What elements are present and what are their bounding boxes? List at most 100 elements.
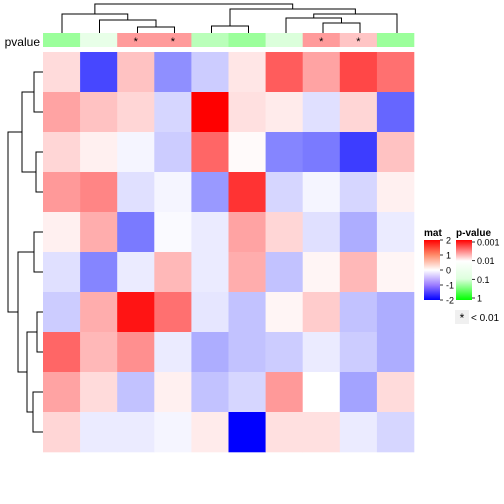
heatmap-cell [302, 92, 341, 133]
heatmap-cell [228, 132, 266, 173]
heatmap-cell [43, 172, 81, 213]
heatmap-cell [117, 412, 155, 453]
heatmap-cell [43, 332, 81, 373]
annotation-cell [228, 33, 266, 47]
annotation-cell [117, 33, 155, 47]
heatmap-cell [154, 212, 192, 253]
heatmap-cell [376, 132, 415, 173]
heatmap-cell [80, 332, 118, 373]
heatmap-cell [265, 252, 303, 293]
heatmap-cell [117, 52, 155, 93]
heatmap-cell [339, 292, 378, 333]
heatmap-body [43, 52, 415, 453]
row-dendrogram-link [7, 131, 22, 313]
heatmap-cell [376, 372, 415, 413]
heatmap-cell [376, 52, 415, 93]
legend-mat-colorbar [424, 240, 440, 300]
heatmap-cell [117, 372, 155, 413]
annotation-cell [302, 33, 341, 47]
heatmap-cell [302, 52, 341, 93]
heatmap-cell [191, 252, 229, 293]
legend-mat-title: mat [424, 228, 442, 239]
heatmap-cell [43, 292, 81, 333]
legend-mat-tick-label: 0 [446, 266, 451, 276]
heatmap-cell [80, 172, 118, 213]
heatmap-cell [80, 212, 118, 253]
heatmap-cell [43, 52, 81, 93]
heatmap-cell [339, 332, 378, 373]
heatmap-cell [191, 332, 229, 373]
row-dendrogram-link [33, 71, 43, 113]
heatmap-cell [43, 132, 81, 173]
row-dendrogram-link [33, 231, 43, 273]
legend-pvalue: p-value 0.001 0.01 0.1 1 [456, 228, 500, 304]
heatmap-cell [339, 132, 378, 173]
row-dendrogram-link [36, 311, 43, 353]
heatmap-cell [191, 412, 229, 453]
legend-mat-ticks: 2 1 0 -1 -2 [440, 236, 454, 306]
heatmap-cell [376, 412, 415, 453]
heatmap-cell [191, 372, 229, 413]
heatmap-cell [376, 212, 415, 253]
heatmap-cell [117, 292, 155, 333]
annotation-cell [43, 33, 81, 47]
significance-symbol: * [460, 311, 465, 325]
heatmap-cell [154, 252, 192, 293]
heatmap-cell [80, 372, 118, 413]
row-dendrogram-link [32, 391, 43, 433]
heatmap-cell [339, 412, 378, 453]
heatmap-cell [376, 332, 415, 373]
heatmap-cell [265, 212, 303, 253]
heatmap-cell [265, 92, 303, 133]
heatmap-cell [228, 92, 266, 133]
heatmap-cell [302, 252, 341, 293]
heatmap-cell [339, 372, 378, 413]
significance-mark: * [171, 36, 176, 48]
heatmap-cell [376, 92, 415, 133]
legend-mat-tick-label: 2 [446, 236, 451, 246]
legend-pvalue-ticks: 0.001 0.01 0.1 1 [472, 238, 500, 304]
annotation-label: pvalue [5, 35, 41, 49]
heatmap-cell [154, 292, 192, 333]
heatmap-cell [154, 132, 192, 173]
legend-significance: * < 0.01 [455, 310, 500, 325]
heatmap-cell [339, 172, 378, 213]
heatmap-cell [265, 132, 303, 173]
heatmap-cell [117, 212, 155, 253]
heatmap-cell [43, 92, 81, 133]
column-dendrogram [61, 3, 398, 33]
heatmap-cell [117, 332, 155, 373]
legend-pvalue-title: p-value [456, 228, 491, 239]
legend-pvalue-tick-label: 0.001 [477, 238, 500, 248]
significance-mark: * [134, 36, 139, 48]
annotation-cell [154, 33, 192, 47]
heatmap-cell [154, 52, 192, 93]
heatmap-cell [265, 332, 303, 373]
heatmap-cell [376, 172, 415, 213]
annotation-cell [191, 33, 229, 47]
heatmap-cell [43, 412, 81, 453]
heatmap-cell [302, 332, 341, 373]
legend-pvalue-tick-label: 1 [477, 294, 482, 304]
heatmap-cell [43, 212, 81, 253]
heatmap-cell [339, 92, 378, 133]
heatmap-cell [191, 212, 229, 253]
heatmap-cell [80, 132, 118, 173]
heatmap-cell [80, 292, 118, 333]
heatmap-cell [302, 212, 341, 253]
annotation-cell [265, 33, 303, 47]
heatmap-cell [302, 172, 341, 213]
heatmap-cell [191, 172, 229, 213]
heatmap-cell [191, 132, 229, 173]
heatmap-cell [191, 292, 229, 333]
legend-pvalue-tick-label: 0.01 [477, 256, 495, 266]
heatmap-cell [228, 412, 266, 453]
pvalue-annotation-row: * * * * [43, 33, 415, 48]
heatmap-cell [339, 212, 378, 253]
heatmap-cell [265, 292, 303, 333]
heatmap-cell [80, 92, 118, 133]
annotation-cell [80, 33, 118, 47]
heatmap-cell [43, 372, 81, 413]
heatmap-cell [228, 292, 266, 333]
heatmap-cell [117, 172, 155, 213]
